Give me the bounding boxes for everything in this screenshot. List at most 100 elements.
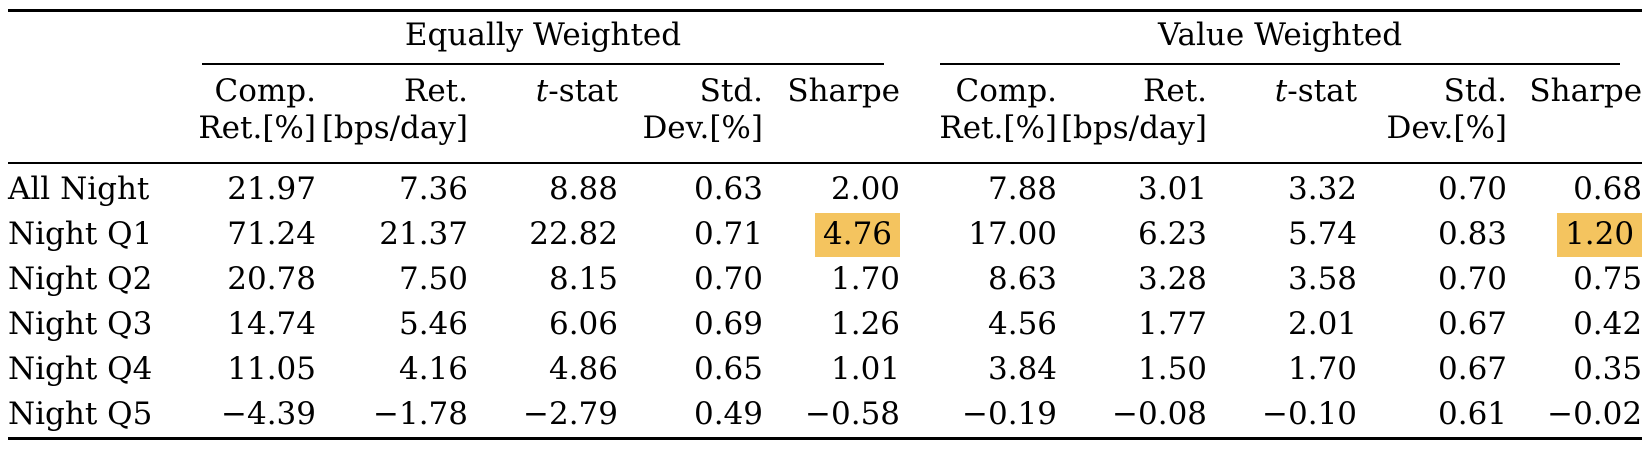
row-label: Night Q1: [8, 216, 153, 252]
row-label: Night Q4: [8, 351, 153, 387]
row-label: Night Q2: [8, 261, 153, 297]
table-cell: 4.16: [398, 351, 468, 387]
column-header-line2-row: Ret.[%] [bps/day] Dev.[%] Ret.[%] [bps/d…: [8, 109, 1643, 164]
group-header-equally-weighted: Equally Weighted: [190, 11, 900, 65]
group-header-value-weighted: Value Weighted: [900, 11, 1642, 65]
column-header-ew-std-dev: Std.: [699, 73, 763, 109]
table-cell: 0.49: [693, 396, 763, 432]
table-cell: 1.70: [831, 261, 901, 297]
column-header-vw-tstat: t-stat: [1274, 73, 1358, 109]
table-row-all-night: All Night 21.97 7.36 8.88 0.63 2.00 7.88…: [8, 163, 1642, 212]
highlighted-value: 4.76: [815, 213, 901, 257]
table-cell: 0.61: [1438, 396, 1508, 432]
table-cell: 20.78: [227, 261, 316, 297]
table-cell: 0.69: [693, 306, 763, 342]
table-cell: 3.32: [1288, 171, 1358, 207]
group-label: Equally Weighted: [202, 12, 885, 65]
column-header-unit: Ret.[%]: [900, 109, 1058, 164]
table-cell: 0.70: [1438, 171, 1508, 207]
table-cell: 3.58: [1288, 261, 1358, 297]
table-cell: 0.35: [1573, 351, 1643, 387]
table-cell: 8.63: [988, 261, 1058, 297]
table-cell: 0.83: [1438, 216, 1508, 252]
row-label: Night Q5: [8, 396, 153, 432]
table-cell: 21.37: [379, 216, 468, 252]
column-header-line1-row: Comp. Ret. t-stat Std. Sharpe Comp. Ret.…: [8, 65, 1643, 109]
group-label: Value Weighted: [940, 12, 1621, 65]
group-header-row: Equally Weighted Value Weighted: [8, 11, 1642, 66]
table-cell: 0.71: [693, 216, 763, 252]
table-cell: 0.70: [693, 261, 763, 297]
table-cell: −4.39: [221, 396, 316, 432]
table-row-night-q5: Night Q5 −4.39 −1.78 −2.79 0.49 −0.58 −0…: [8, 392, 1642, 439]
table-row-night-q4: Night Q4 11.05 4.16 4.86 0.65 1.01 3.84 …: [8, 347, 1642, 392]
table-cell: 8.15: [548, 261, 618, 297]
corner-cell: [8, 109, 190, 164]
table-cell: 21.97: [227, 171, 316, 207]
table-cell: 1.70: [1288, 351, 1358, 387]
table-cell: 11.05: [227, 351, 316, 387]
column-header-unit: Ret.[%]: [190, 109, 316, 164]
table-cell: −0.58: [805, 396, 901, 432]
column-header-unit: [1207, 109, 1358, 164]
column-header-vw-sharpe: Sharpe: [1529, 73, 1643, 109]
table-cell: 71.24: [227, 216, 316, 252]
table-cell: 4.86: [548, 351, 618, 387]
column-header-unit: [bps/day]: [1057, 109, 1208, 164]
column-header-vw-std-dev: Std.: [1443, 73, 1508, 109]
column-header-unit: Dev.[%]: [1357, 109, 1508, 164]
table-cell: 5.46: [398, 306, 468, 342]
corner-cell: [8, 11, 190, 66]
table-cell: 1.77: [1138, 306, 1208, 342]
table-cell: −0.02: [1547, 396, 1643, 432]
table-cell: 17.00: [968, 216, 1058, 252]
table-cell: 3.84: [988, 351, 1058, 387]
row-label: All Night: [8, 171, 150, 207]
corner-cell: [8, 65, 190, 109]
table-row-night-q2: Night Q2 20.78 7.50 8.15 0.70 1.70 8.63 …: [8, 257, 1642, 302]
table-cell: 7.50: [398, 261, 468, 297]
row-label: Night Q3: [8, 306, 153, 342]
table-cell-highlighted: 4.76: [763, 212, 901, 257]
column-header-unit: [763, 109, 901, 164]
table-cell-highlighted: 1.20: [1507, 212, 1643, 257]
table-cell: 3.01: [1138, 171, 1208, 207]
column-header-unit: [468, 109, 618, 164]
table-cell: 2.01: [1288, 306, 1358, 342]
table-cell: 0.68: [1573, 171, 1643, 207]
table-row-night-q1: Night Q1 71.24 21.37 22.82 0.71 4.76 17.…: [8, 212, 1643, 257]
column-header-unit: [bps/day]: [316, 109, 468, 164]
table-cell: 7.36: [398, 171, 468, 207]
table-cell: −0.08: [1112, 396, 1208, 432]
table-cell: 0.67: [1438, 351, 1508, 387]
column-header-unit: Dev.[%]: [618, 109, 763, 164]
table-cell: 2.00: [831, 171, 901, 207]
column-header-unit: [1507, 109, 1643, 164]
table-cell: 4.56: [988, 306, 1058, 342]
table-cell: −2.79: [523, 396, 618, 432]
table-cell: −0.19: [962, 396, 1058, 432]
table-cell: 14.74: [227, 306, 316, 342]
table-cell: 0.65: [693, 351, 763, 387]
table-row-night-q3: Night Q3 14.74 5.46 6.06 0.69 1.26 4.56 …: [8, 302, 1642, 347]
table-cell: 0.67: [1438, 306, 1508, 342]
table-cell: 22.82: [529, 216, 618, 252]
column-header-ew-comp-ret: Comp.: [214, 73, 316, 109]
table-cell: 0.70: [1438, 261, 1508, 297]
table-cell: 8.88: [548, 171, 618, 207]
table-cell: 1.26: [831, 306, 901, 342]
table-cell: 6.06: [548, 306, 618, 342]
column-header-ew-ret: Ret.: [404, 73, 468, 109]
column-header-vw-comp-ret: Comp.: [955, 73, 1058, 109]
table-cell: 0.75: [1573, 261, 1643, 297]
table-cell: 5.74: [1288, 216, 1358, 252]
column-header-ew-sharpe: Sharpe: [787, 73, 901, 109]
table-cell: 7.88: [988, 171, 1058, 207]
column-header-ew-tstat: t-stat: [535, 73, 618, 109]
table-cell: −1.78: [373, 396, 468, 432]
paper-table-container: Equally Weighted Value Weighted Comp. Re…: [8, 9, 1643, 440]
table-cell: 1.50: [1138, 351, 1208, 387]
table-cell: −0.10: [1262, 396, 1358, 432]
table-cell: 0.63: [693, 171, 763, 207]
table-cell: 1.01: [831, 351, 901, 387]
